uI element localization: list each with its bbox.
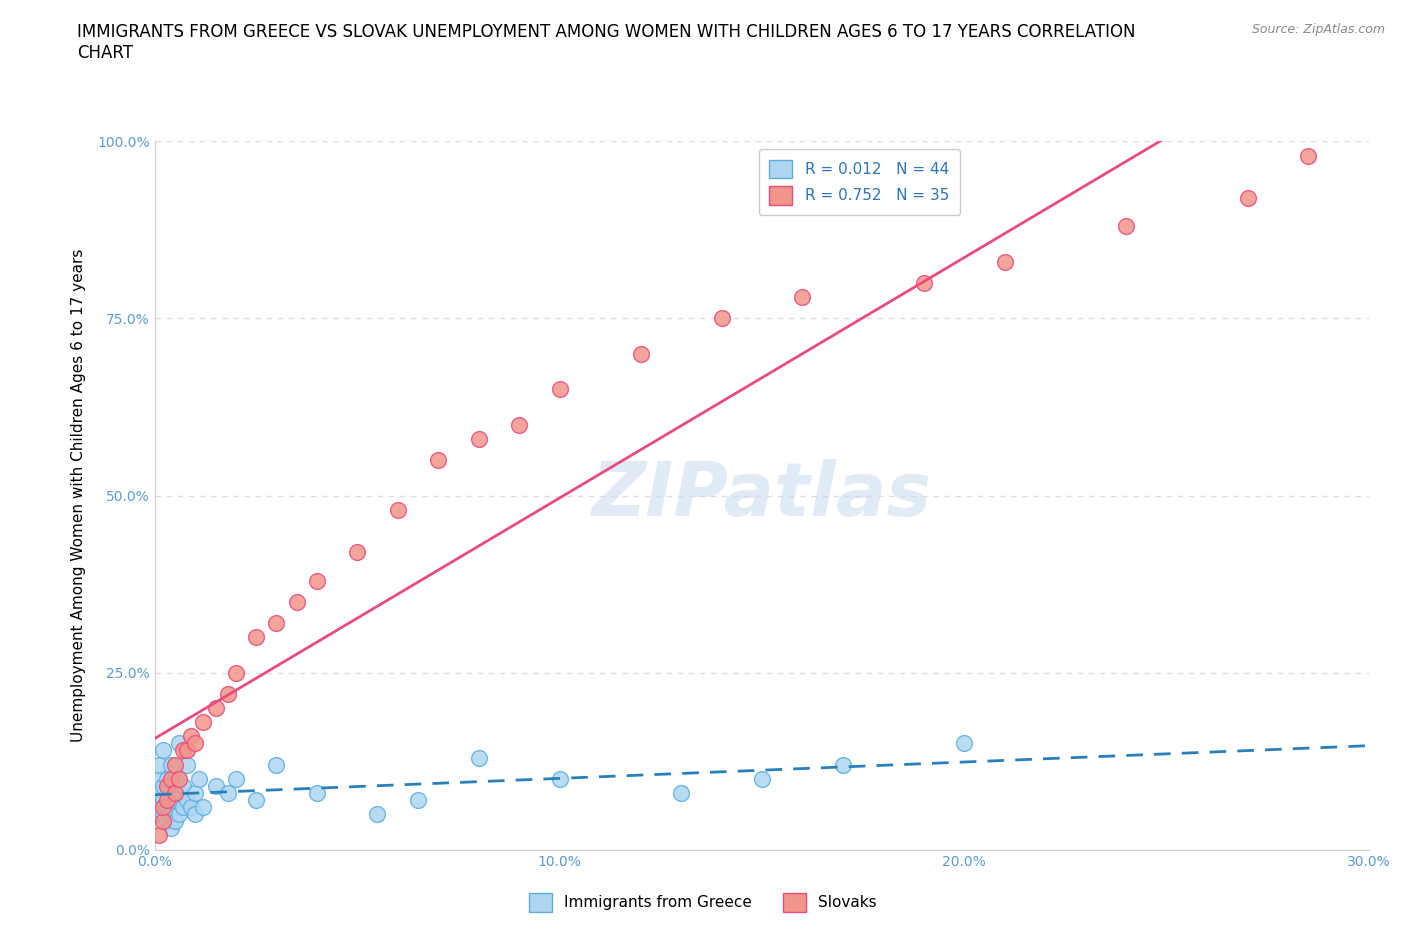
Point	[160, 771, 183, 786]
Point	[160, 786, 183, 801]
Point	[148, 757, 170, 772]
Point	[156, 771, 179, 786]
Point	[172, 743, 194, 758]
Point	[165, 757, 187, 772]
Point	[184, 786, 207, 801]
Point	[225, 771, 247, 786]
Point	[148, 771, 170, 786]
Point	[156, 800, 179, 815]
Point	[148, 828, 170, 843]
Point	[152, 807, 174, 822]
Point	[994, 255, 1017, 270]
Point	[176, 757, 198, 772]
Point	[953, 736, 976, 751]
Point	[165, 814, 187, 829]
Point	[184, 807, 207, 822]
Point	[305, 573, 328, 588]
Point	[156, 814, 179, 829]
Point	[148, 807, 170, 822]
Point	[387, 502, 409, 517]
Point	[710, 311, 733, 325]
Point	[548, 382, 571, 397]
Point	[160, 821, 183, 836]
Point	[180, 800, 202, 815]
Point	[148, 786, 170, 801]
Point	[152, 792, 174, 807]
Point	[346, 545, 368, 560]
Point	[188, 771, 211, 786]
Y-axis label: Unemployment Among Women with Children Ages 6 to 17 years: Unemployment Among Women with Children A…	[72, 249, 86, 742]
Point	[1298, 148, 1320, 163]
Point	[630, 347, 652, 362]
Point	[305, 786, 328, 801]
Point	[285, 594, 308, 609]
Point	[156, 792, 179, 807]
Point	[160, 757, 183, 772]
Point	[172, 778, 194, 793]
Point	[245, 792, 267, 807]
Point	[193, 800, 215, 815]
Point	[167, 807, 190, 822]
Point	[152, 778, 174, 793]
Point	[792, 290, 814, 305]
Point	[264, 616, 287, 631]
Point	[165, 786, 187, 801]
Point	[406, 792, 429, 807]
Legend: Immigrants from Greece, Slovaks: Immigrants from Greece, Slovaks	[523, 887, 883, 918]
Point	[152, 743, 174, 758]
Point	[1115, 219, 1137, 233]
Point	[167, 771, 190, 786]
Legend: R = 0.012   N = 44, R = 0.752   N = 35: R = 0.012 N = 44, R = 0.752 N = 35	[759, 149, 959, 216]
Point	[167, 786, 190, 801]
Point	[366, 807, 388, 822]
Point	[669, 786, 692, 801]
Point	[832, 757, 855, 772]
Point	[152, 814, 174, 829]
Point	[193, 715, 215, 730]
Point	[548, 771, 571, 786]
Point	[1236, 191, 1258, 206]
Point	[160, 807, 183, 822]
Point	[217, 686, 239, 701]
Point	[167, 736, 190, 751]
Point	[204, 700, 226, 715]
Point	[508, 418, 530, 432]
Point	[427, 453, 450, 468]
Point	[751, 771, 773, 786]
Point	[467, 751, 489, 765]
Text: Source: ZipAtlas.com: Source: ZipAtlas.com	[1251, 23, 1385, 36]
Point	[165, 771, 187, 786]
Text: ZIPatlas: ZIPatlas	[592, 459, 932, 532]
Point	[245, 630, 267, 644]
Point	[156, 778, 179, 793]
Point	[176, 743, 198, 758]
Point	[204, 778, 226, 793]
Point	[217, 786, 239, 801]
Point	[184, 736, 207, 751]
Point	[264, 757, 287, 772]
Point	[467, 432, 489, 446]
Point	[165, 792, 187, 807]
Point	[176, 792, 198, 807]
Point	[172, 800, 194, 815]
Point	[152, 800, 174, 815]
Point	[180, 729, 202, 744]
Text: IMMIGRANTS FROM GREECE VS SLOVAK UNEMPLOYMENT AMONG WOMEN WITH CHILDREN AGES 6 T: IMMIGRANTS FROM GREECE VS SLOVAK UNEMPLO…	[77, 23, 1136, 62]
Point	[225, 665, 247, 680]
Point	[912, 275, 935, 290]
